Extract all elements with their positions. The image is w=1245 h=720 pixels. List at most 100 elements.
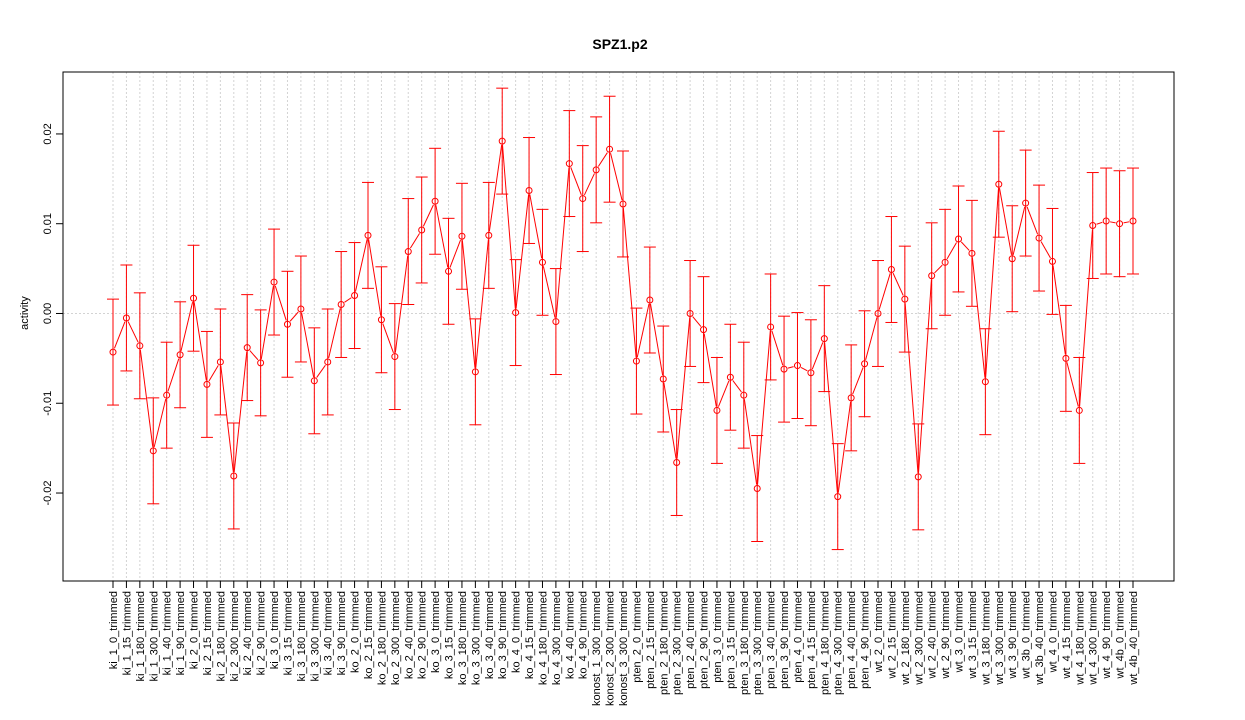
data-point	[163, 391, 171, 399]
series-line-segment	[180, 301, 194, 352]
series-line-segment	[409, 233, 420, 249]
series-line-segment	[824, 342, 838, 493]
x-tick-label: ki_1_40_trimmed	[162, 591, 174, 675]
series-line-segment	[1079, 229, 1093, 407]
data-point	[149, 447, 157, 455]
data-point	[713, 406, 721, 414]
data-point	[203, 380, 211, 388]
data-point	[498, 137, 506, 145]
x-tick-label: ki_1_300_trimmed	[148, 591, 160, 682]
series-line-segment	[529, 194, 543, 259]
series-line-segment	[597, 152, 608, 167]
x-tick-label: ko_2_300_trimmed	[390, 591, 402, 685]
data-point	[914, 473, 922, 481]
series-line-segment	[570, 167, 582, 196]
data-point	[1008, 255, 1016, 263]
series-line-segment	[1066, 362, 1079, 407]
data-point	[1102, 217, 1110, 225]
y-tick-label: -0.02	[42, 480, 54, 505]
y-tick-label: 0.01	[42, 213, 54, 234]
series-line-segment	[475, 239, 489, 368]
y-tick-label: -0.01	[42, 391, 54, 416]
series-line-segment	[960, 241, 970, 251]
data-point	[1048, 257, 1056, 265]
data-point	[968, 249, 976, 257]
x-tick-label: wt_3_0_trimmed	[954, 591, 966, 673]
series-line-segment	[153, 398, 167, 448]
series-line-segment	[732, 380, 742, 393]
x-tick-label: ko_4_300_trimmed	[551, 591, 563, 685]
plot-frame	[62, 71, 1175, 582]
grid-layer	[63, 72, 1174, 581]
series-line-segment	[1040, 241, 1051, 259]
x-tick-label: wt_2_15_trimmed	[886, 591, 898, 679]
data-point	[726, 373, 734, 381]
series-line-segment	[717, 380, 730, 407]
x-tick-label: pten_3_15_trimmed	[725, 591, 737, 689]
data-point	[525, 186, 533, 194]
data-point	[780, 365, 788, 373]
data-point	[847, 394, 855, 402]
series-line-segment	[289, 311, 299, 322]
y-tick-label: 0.00	[42, 303, 54, 324]
x-tick-label: pten_3_0_trimmed	[712, 591, 724, 683]
x-tick-label: ki_1_90_trimmed	[175, 591, 187, 675]
data-point	[310, 377, 318, 385]
data-point	[1022, 199, 1030, 207]
x-tick-label: pten_3_90_trimmed	[779, 591, 791, 689]
series-line-segment	[435, 205, 449, 268]
series-line-segment	[382, 323, 394, 353]
series-line-segment	[610, 152, 623, 201]
series-line-segment	[918, 279, 932, 473]
series-line-segment	[636, 303, 650, 358]
data-point	[807, 369, 815, 377]
x-tick-label: konost_1_300_trimmed	[591, 591, 603, 706]
data-point	[270, 278, 278, 286]
series-line-segment	[583, 173, 595, 196]
data-point	[351, 292, 359, 300]
series-line-segment	[260, 285, 274, 359]
y-tick-label: 0.02	[42, 123, 54, 144]
data-point	[364, 231, 372, 239]
x-tick-label: pten_2_90_trimmed	[699, 591, 711, 689]
x-tick-label: ki_3_180_trimmed	[296, 591, 308, 682]
x-tick-label: wt_2_0_trimmed	[873, 591, 885, 673]
series-line-segment	[1012, 206, 1026, 255]
data-point	[1089, 222, 1097, 230]
series-line-segment	[852, 367, 864, 395]
data-point	[767, 323, 775, 331]
data-point	[297, 305, 305, 313]
x-tick-label: wt_4_180_trimmed	[1074, 591, 1086, 686]
x-tick-label: pten_4_300_trimmed	[833, 591, 845, 695]
x-tick-label: ki_3_40_trimmed	[323, 591, 335, 675]
x-tick-label: pten_4_15_trimmed	[806, 591, 818, 689]
data-point	[753, 485, 761, 493]
x-tick-label: ki_3_0_trimmed	[269, 591, 281, 669]
x-tick-label: ki_2_300_trimmed	[229, 591, 241, 682]
data-point	[793, 362, 801, 370]
data-point	[646, 296, 654, 304]
series-line-segment	[301, 312, 315, 377]
x-tick-label: pten_4_180_trimmed	[819, 591, 831, 695]
x-tick-label: wt_2_40_trimmed	[927, 591, 939, 679]
x-tick-label: pten_4_40_trimmed	[846, 591, 858, 689]
data-point	[1075, 406, 1083, 414]
data-point	[257, 359, 265, 367]
x-tick-label: wt_4_0_trimmed	[1047, 591, 1059, 673]
series-line-segment	[139, 349, 154, 447]
x-tick-label: pten_4_90_trimmed	[860, 591, 872, 689]
data-point	[552, 318, 560, 326]
data-point	[740, 391, 748, 399]
series-line-segment	[743, 399, 758, 485]
data-point	[928, 272, 936, 280]
series-line-segment	[316, 364, 326, 378]
x-tick-label: konost_2_300_trimmed	[605, 591, 617, 706]
series-line-segment	[542, 266, 556, 318]
data-point	[887, 265, 895, 273]
x-tick-label: wt_4b_0_trimmed	[1115, 591, 1127, 679]
data-point	[418, 226, 426, 234]
x-tick-label: ki_1_0_trimmed	[108, 591, 120, 669]
x-tick-label: pten_2_0_trimmed	[631, 591, 643, 683]
data-point	[458, 232, 466, 240]
